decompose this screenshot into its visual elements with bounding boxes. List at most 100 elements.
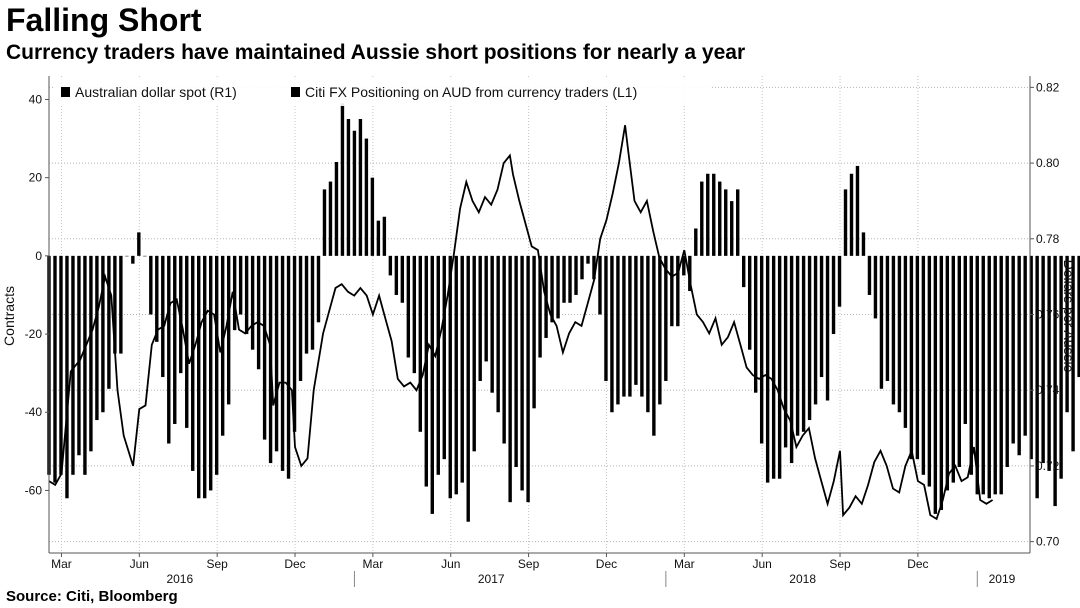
- bar: [718, 181, 722, 256]
- bar: [376, 220, 381, 256]
- right-axis-tick-label: 0.80: [1036, 156, 1060, 170]
- bar: [783, 255, 788, 448]
- bar: [53, 255, 57, 483]
- right-axis-title: Dollars per Aussie: [1061, 260, 1077, 373]
- bar: [909, 255, 914, 460]
- bar: [915, 255, 920, 460]
- bar: [274, 255, 279, 452]
- bar: [89, 255, 93, 452]
- bar: [226, 255, 231, 405]
- bar: [951, 255, 955, 483]
- bar: [622, 255, 626, 397]
- bar: [562, 255, 566, 303]
- x-axis-month-label: Mar: [51, 557, 72, 571]
- bar: [304, 255, 309, 354]
- bar: [382, 216, 387, 256]
- right-axis-tick-label: 0.78: [1036, 232, 1060, 246]
- bar: [795, 255, 800, 436]
- left-axis-tick-label: -60: [25, 483, 43, 497]
- bar: [885, 255, 890, 381]
- bar: [478, 255, 482, 381]
- bar: [574, 255, 578, 295]
- bar: [448, 255, 452, 499]
- bar: [957, 255, 961, 467]
- bar: [556, 255, 560, 319]
- bar: [484, 255, 488, 362]
- bar: [897, 255, 902, 413]
- bar: [316, 255, 321, 323]
- bar: [454, 255, 458, 495]
- bar: [933, 255, 938, 514]
- bar: [712, 173, 716, 256]
- bar: [101, 255, 105, 413]
- bar: [975, 255, 979, 495]
- right-axis-tick-label: 0.72: [1036, 459, 1060, 473]
- left-axis-tick-label: 0: [35, 249, 42, 263]
- bar: [825, 255, 830, 401]
- legend-background: [54, 78, 710, 106]
- bar: [83, 255, 87, 475]
- source-note: Source: Citi, Bloomberg: [6, 588, 178, 605]
- bar: [753, 255, 758, 393]
- x-axis-month-label: Jun: [752, 557, 771, 571]
- bar: [1077, 255, 1080, 378]
- bar: [1029, 255, 1033, 460]
- bar: [185, 255, 189, 428]
- bar: [203, 255, 207, 499]
- bar: [598, 255, 602, 315]
- bar: [125, 255, 129, 257]
- bar: [436, 255, 440, 475]
- bar: [59, 255, 63, 475]
- positioning-bars: [47, 103, 1080, 522]
- bar: [430, 255, 434, 514]
- bar: [322, 189, 327, 256]
- bar: [963, 255, 967, 424]
- legend-swatch-spot: [61, 87, 70, 97]
- bar: [646, 255, 650, 413]
- bar: [238, 255, 243, 315]
- right-axis-tick-label: 0.74: [1036, 383, 1060, 397]
- bar: [831, 255, 836, 335]
- bar: [616, 255, 620, 405]
- bar: [1053, 255, 1057, 507]
- left-axis-tick-label: 20: [29, 171, 43, 185]
- bar: [340, 103, 345, 256]
- bar: [1071, 255, 1075, 452]
- bar: [520, 255, 524, 491]
- bar: [568, 255, 572, 303]
- bar: [765, 255, 770, 483]
- bar: [514, 255, 518, 467]
- bar: [250, 255, 255, 350]
- axes: -60 -40 -20 0 20 40 0.70 0.72 0.74 0.76 0.78 0.80 0.…: [25, 76, 1060, 587]
- bar: [676, 255, 680, 327]
- bar: [807, 255, 812, 421]
- bar: [292, 255, 297, 432]
- bar: [244, 255, 249, 335]
- right-axis-tick-label: 0.82: [1036, 80, 1060, 94]
- bar: [1041, 255, 1045, 464]
- bar: [328, 181, 333, 256]
- bar: [406, 255, 411, 358]
- bar: [334, 162, 339, 256]
- bar: [346, 119, 351, 256]
- bar: [472, 255, 476, 452]
- x-axis-year-label: 2018: [789, 572, 816, 586]
- bar: [370, 177, 375, 256]
- bar: [921, 255, 926, 475]
- bar: [730, 201, 734, 256]
- bar: [418, 255, 422, 432]
- bar: [700, 181, 704, 256]
- bar: [179, 255, 183, 374]
- bar: [538, 255, 542, 358]
- left-axis-title: Contracts: [1, 286, 17, 346]
- bar: [191, 255, 195, 471]
- bar: [143, 255, 147, 257]
- bar: [1047, 255, 1051, 471]
- legend-label-positioning: Citi FX Positioning on AUD from currency…: [305, 84, 637, 100]
- bar: [107, 255, 111, 389]
- bar: [1011, 255, 1015, 444]
- bar: [724, 189, 728, 256]
- chart-title: Falling Short: [6, 2, 202, 38]
- bar: [777, 255, 782, 479]
